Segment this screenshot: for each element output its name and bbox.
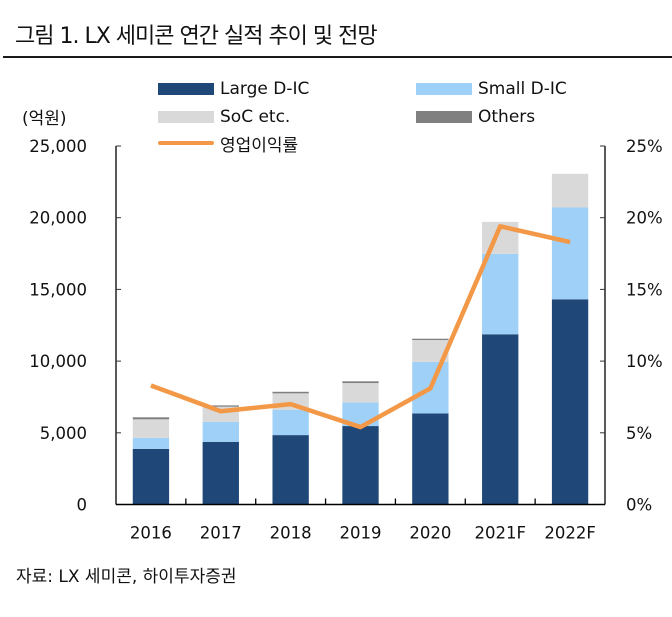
bar-segment-large-2020 xyxy=(412,413,449,505)
bar-segment-large-2016 xyxy=(132,448,170,505)
bar-segment-others-2018 xyxy=(272,391,309,394)
source-note: 자료: LX 세미콘, 하이투자증권 xyxy=(16,567,237,587)
legend-label: Small D-IC xyxy=(478,79,567,99)
bar-segment-large-2018 xyxy=(272,435,309,505)
legend-swatch-small-d-ic xyxy=(416,83,472,95)
y-tick-label-right: 25% xyxy=(626,137,663,156)
y-tick-label-left: 5,000 xyxy=(40,424,87,443)
x-tick-label: 2022F xyxy=(544,524,595,543)
title-divider xyxy=(3,56,672,58)
y-tick-label-right: 5% xyxy=(626,424,652,443)
bar-layer xyxy=(132,173,589,505)
legend-item-large-d-ic: Large D-IC xyxy=(158,79,309,99)
y-tick-label-left: 10,000 xyxy=(29,352,87,371)
y-tick-label-right: 15% xyxy=(626,280,663,299)
y-tick-label-right: 0% xyxy=(626,496,652,515)
bar-segment-small-2016 xyxy=(132,437,170,449)
bar-segment-small-2017 xyxy=(202,421,239,442)
bar-segment-others-2019 xyxy=(342,381,379,384)
legend-item-operating-margin: 영업이익률 xyxy=(158,133,299,156)
tick-label-layer: 0 5,000 10,000 15,000 20,000 25,000 0% 5% 10% 15%… xyxy=(29,137,662,543)
bar-segment-large-2022f xyxy=(551,299,589,505)
legend-swatch-soc-etc xyxy=(158,111,214,123)
bar-segment-soc-2019 xyxy=(342,383,379,403)
x-tick-label: 2019 xyxy=(340,524,382,543)
legend-label: SoC etc. xyxy=(220,107,291,127)
x-tick-label: 2018 xyxy=(270,524,312,543)
x-tick-label: 2016 xyxy=(130,524,172,543)
legend-item-small-d-ic: Small D-IC xyxy=(416,79,567,99)
bar-segment-large-2021f xyxy=(482,334,519,505)
legend-swatch-others xyxy=(416,111,472,123)
y-tick-label-left: 25,000 xyxy=(29,137,87,156)
bar-segment-large-2017 xyxy=(202,441,239,505)
x-tick-label: 2020 xyxy=(409,524,451,543)
x-tick-label: 2017 xyxy=(200,524,242,543)
x-tick-label: 2021F xyxy=(474,524,525,543)
legend-label: Large D-IC xyxy=(220,79,310,99)
bar-segment-others-2016 xyxy=(132,417,170,420)
bar-segment-small-2021f xyxy=(482,253,519,335)
y-tick-label-left: 0 xyxy=(77,496,88,515)
y-axis-unit-label: (억원) xyxy=(22,109,67,129)
bar-segment-small-2022f xyxy=(551,207,589,300)
legend-line-operating-margin xyxy=(158,141,214,145)
y-tick-label-left: 15,000 xyxy=(29,280,87,299)
bar-segment-large-2019 xyxy=(342,426,379,505)
axes-layer xyxy=(115,145,606,506)
bar-segment-soc-2016 xyxy=(132,419,170,438)
bar-segment-others-2017 xyxy=(202,405,239,407)
bar-segment-others-2020 xyxy=(412,338,449,341)
legend-item-soc-etc: SoC etc. xyxy=(158,107,290,127)
legend-swatch-large-d-ic xyxy=(158,83,214,95)
bar-segment-soc-2020 xyxy=(412,340,449,362)
figure-title: 그림 1. LX 세미콘 연간 실적 추이 및 전망 xyxy=(15,24,378,49)
y-tick-label-right: 20% xyxy=(626,209,663,228)
legend-label: Others xyxy=(478,107,536,127)
y-tick-label-right: 10% xyxy=(626,352,663,371)
bar-segment-small-2018 xyxy=(272,410,309,436)
line-layer xyxy=(150,224,571,430)
legend-label: 영업이익률 xyxy=(220,135,299,156)
legend-item-others: Others xyxy=(416,107,535,127)
bar-segment-soc-2022f xyxy=(551,173,589,208)
y-tick-label-left: 20,000 xyxy=(29,209,87,228)
